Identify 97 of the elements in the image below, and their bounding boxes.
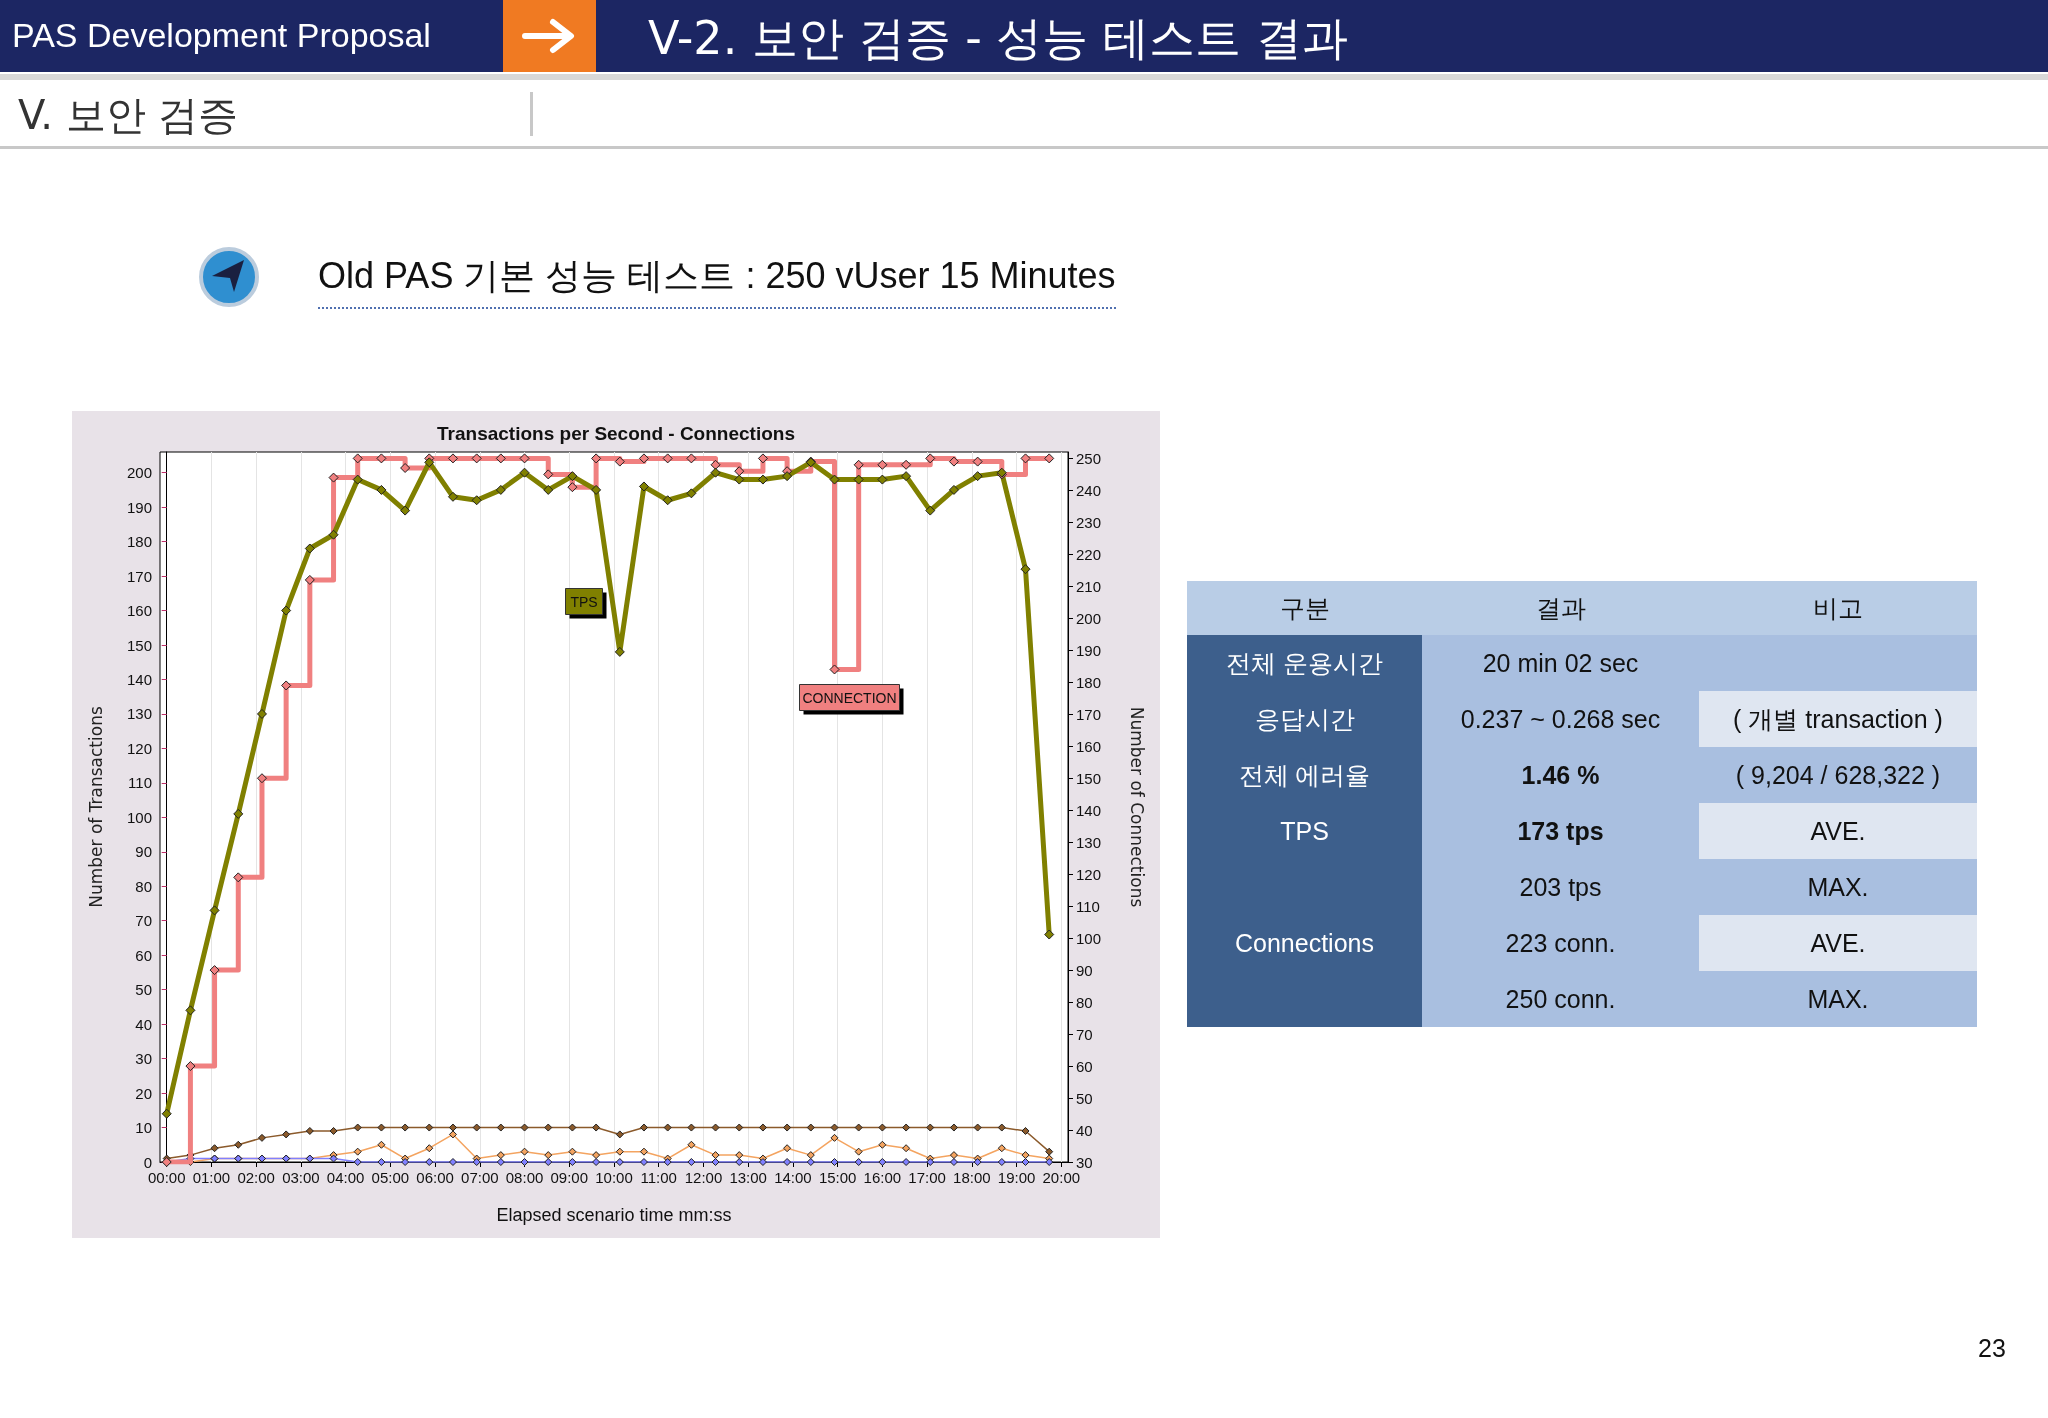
x-tick-label: 06:00 bbox=[416, 1169, 454, 1186]
y2-tick-label: 120 bbox=[1076, 865, 1102, 883]
text: Old PAS 기본 성능 테스트 : 250 vUser 15 Minutes bbox=[318, 252, 1116, 309]
y-tick-label: 90 bbox=[135, 843, 152, 861]
x-tick-label: 18:00 bbox=[953, 1169, 991, 1186]
y2-tick-label: 130 bbox=[1076, 833, 1102, 851]
x-tick-label: 09:00 bbox=[550, 1169, 589, 1186]
y2-tick-label: 180 bbox=[1076, 673, 1102, 691]
y2-tick-label: 170 bbox=[1076, 705, 1102, 723]
x-tick-label: 00:00 bbox=[147, 1169, 186, 1186]
text: 비고 bbox=[1699, 581, 1977, 635]
text: 응답시간 bbox=[1187, 691, 1422, 747]
y2-tick-label: 50 bbox=[1076, 1089, 1093, 1107]
y2-tick-label: 220 bbox=[1076, 545, 1102, 563]
y2-tick-label: 110 bbox=[1076, 897, 1100, 915]
x-tick-label: 04:00 bbox=[326, 1169, 365, 1186]
text: Connections bbox=[1187, 915, 1422, 971]
y-tick-label: 140 bbox=[126, 670, 152, 688]
text: AVE. bbox=[1699, 803, 1977, 859]
y-tick-label: 130 bbox=[126, 705, 152, 723]
text: 20 min 02 sec bbox=[1422, 635, 1699, 691]
text: MAX. bbox=[1699, 859, 1977, 915]
x-tick-label: 11:00 bbox=[640, 1169, 677, 1186]
y-tick-label: 60 bbox=[135, 946, 152, 964]
y-axis-title: Number of Transactions bbox=[85, 706, 106, 908]
y-tick-label: 170 bbox=[126, 567, 152, 585]
y-tick-label: 120 bbox=[126, 739, 152, 757]
y2-tick-label: 70 bbox=[1076, 1025, 1093, 1043]
y2-tick-label: 140 bbox=[1076, 801, 1102, 819]
x-tick-label: 15:00 bbox=[818, 1169, 857, 1186]
y2-tick-label: 240 bbox=[1076, 481, 1102, 499]
text: AVE. bbox=[1699, 915, 1977, 971]
y-tick-label: 160 bbox=[126, 602, 152, 620]
x-tick-label: 02:00 bbox=[237, 1169, 275, 1186]
y2-tick-label: 210 bbox=[1076, 577, 1102, 595]
text: 구분 bbox=[1187, 581, 1422, 635]
y2-tick-label: 40 bbox=[1076, 1121, 1093, 1139]
chart-title: Transactions per Second - Connections bbox=[437, 423, 795, 444]
series-label: CONNECTION bbox=[802, 689, 897, 706]
text: 전체 운용시간 bbox=[1187, 635, 1422, 691]
y2-tick-label: 80 bbox=[1076, 993, 1093, 1011]
y2-tick-label: 60 bbox=[1076, 1057, 1093, 1075]
y2-axis-title: Number of Connections bbox=[1126, 706, 1147, 908]
y2-tick-label: 200 bbox=[1076, 609, 1102, 627]
x-tick-label: 03:00 bbox=[282, 1169, 320, 1186]
y-tick-label: 200 bbox=[126, 464, 152, 482]
text: PAS Development Proposal bbox=[12, 16, 431, 55]
y-tick-label: 40 bbox=[135, 1015, 152, 1033]
y2-tick-label: 160 bbox=[1076, 737, 1102, 755]
y-tick-label: 20 bbox=[135, 1084, 152, 1102]
y2-tick-label: 250 bbox=[1076, 449, 1102, 467]
text: V-2. 보안 검증 - 성능 테스트 결과 bbox=[648, 10, 1348, 67]
y2-tick-label: 190 bbox=[1076, 641, 1102, 659]
text: 전체 에러율 bbox=[1187, 747, 1422, 803]
y-tick-label: 110 bbox=[128, 774, 152, 792]
text: 223 conn. bbox=[1422, 915, 1699, 971]
x-tick-label: 12:00 bbox=[684, 1169, 723, 1186]
text: 1.46 % bbox=[1422, 747, 1699, 803]
text: 203 tps bbox=[1422, 859, 1699, 915]
y-tick-label: 50 bbox=[135, 981, 152, 999]
x-tick-label: 20:00 bbox=[1042, 1169, 1081, 1186]
text: ( 개별 transaction ) bbox=[1699, 691, 1977, 747]
text: 173 tps bbox=[1422, 803, 1699, 859]
x-tick-label: 01:00 bbox=[192, 1169, 231, 1186]
series-label: TPS bbox=[570, 593, 598, 610]
y-tick-label: 70 bbox=[135, 912, 152, 930]
x-tick-label: 19:00 bbox=[997, 1169, 1036, 1186]
x-tick-label: 13:00 bbox=[729, 1169, 767, 1186]
x-axis-title: Elapsed scenario time mm:ss bbox=[496, 1205, 732, 1225]
text: 결과 bbox=[1422, 581, 1699, 635]
y2-tick-label: 100 bbox=[1076, 929, 1102, 947]
x-tick-label: 08:00 bbox=[505, 1169, 544, 1186]
text: V. 보안 검증 bbox=[18, 91, 239, 140]
text: 250 conn. bbox=[1422, 971, 1699, 1027]
text: TPS bbox=[1187, 803, 1422, 859]
x-tick-label: 14:00 bbox=[774, 1169, 812, 1186]
x-tick-label: 05:00 bbox=[371, 1169, 410, 1186]
y-tick-label: 10 bbox=[135, 1119, 152, 1137]
y-tick-label: 80 bbox=[135, 877, 152, 895]
y-tick-label: 100 bbox=[126, 808, 152, 826]
y-tick-label: 30 bbox=[135, 1050, 152, 1068]
y2-tick-label: 150 bbox=[1076, 769, 1102, 787]
y2-tick-label: 230 bbox=[1076, 513, 1102, 531]
text: 23 bbox=[1978, 1334, 2006, 1363]
text: ( 9,204 / 628,322 ) bbox=[1699, 747, 1977, 803]
y-tick-label: 190 bbox=[126, 498, 152, 516]
x-tick-label: 17:00 bbox=[908, 1169, 946, 1186]
y2-tick-label: 30 bbox=[1076, 1153, 1093, 1171]
text: 0.237 ~ 0.268 sec bbox=[1422, 691, 1699, 747]
y-tick-label: 180 bbox=[126, 533, 152, 551]
x-tick-label: 10:00 bbox=[595, 1169, 633, 1186]
x-tick-label: 16:00 bbox=[863, 1169, 902, 1186]
y-tick-label: 0 bbox=[143, 1153, 152, 1171]
y-tick-label: 150 bbox=[126, 636, 152, 654]
y2-tick-label: 90 bbox=[1076, 961, 1093, 979]
text: MAX. bbox=[1699, 971, 1977, 1027]
x-tick-label: 07:00 bbox=[461, 1169, 499, 1186]
